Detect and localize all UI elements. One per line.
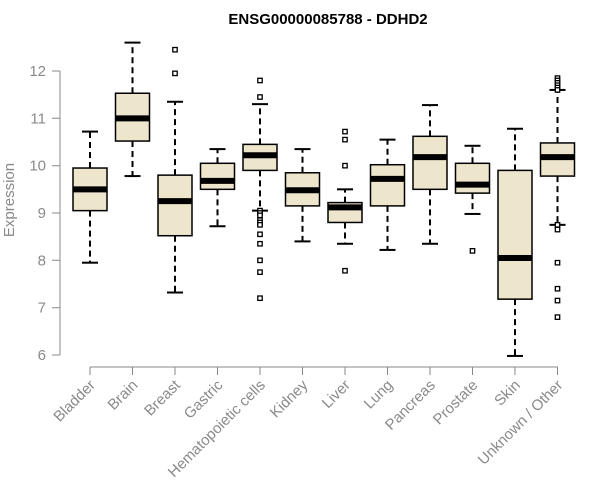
y-tick-label: 8 [38, 252, 46, 269]
box-group [242, 77, 278, 302]
outlier-point [257, 221, 263, 228]
outlier-point [257, 269, 263, 276]
y-tick-labels: 6 7 8 9 10 11 12 [29, 63, 46, 364]
box-group [412, 104, 448, 245]
outlier-point [257, 231, 263, 238]
y-tick-label: 9 [38, 205, 46, 222]
outlier-point [554, 226, 561, 233]
box-iqr [369, 163, 406, 207]
outlier-point [257, 257, 263, 264]
box-iqr [157, 174, 193, 237]
outlier-point [257, 240, 263, 247]
box-group [72, 130, 108, 264]
outlier-point [342, 136, 348, 143]
outlier-point [172, 70, 178, 77]
y-axis [52, 70, 61, 356]
box-group [454, 144, 491, 254]
outlier-point [257, 77, 263, 84]
y-tick-label: 6 [38, 347, 46, 364]
box-group [497, 127, 533, 357]
x-tick-label: Kidney [267, 376, 312, 421]
outlier-point [172, 46, 178, 53]
box-group [114, 41, 151, 178]
box-group [199, 148, 236, 228]
outlier-point [257, 295, 263, 302]
x-tick-label: Skin [491, 377, 524, 410]
box-iqr [497, 169, 533, 300]
x-tick-label: Brain [105, 377, 142, 414]
x-tick-label: Liver [319, 377, 354, 412]
outlier-point [342, 267, 348, 274]
outlier-point [554, 87, 561, 93]
x-tick-label: Breast [141, 376, 184, 419]
outlier-point [342, 162, 348, 169]
outlier-point [554, 314, 561, 320]
box-group [369, 138, 406, 251]
outlier-point [257, 94, 263, 100]
outlier-point [554, 221, 561, 228]
box-iqr [199, 162, 236, 191]
box-iqr [454, 162, 491, 194]
x-tick-label: Lung [361, 377, 397, 413]
y-tick-label: 11 [30, 110, 46, 127]
y-tick-label: 12 [29, 63, 46, 80]
outlier-point [342, 128, 348, 135]
x-tick-label: Bladder [50, 377, 99, 426]
box-iqr [412, 135, 448, 191]
outlier-point [257, 212, 263, 219]
y-tick-label: 10 [29, 158, 46, 175]
box-group [539, 75, 576, 320]
chart-title: ENSG00000085788 - DDHD2 [228, 11, 427, 28]
box-group [327, 128, 363, 274]
x-axis [89, 366, 558, 375]
outlier-point [554, 297, 561, 304]
outlier-point [469, 248, 476, 254]
box-series [72, 41, 576, 357]
box-group [157, 46, 193, 294]
outlier-point [554, 259, 561, 266]
box-group [284, 148, 321, 243]
outlier-point [554, 285, 561, 292]
y-axis-label: Expression [1, 163, 18, 237]
y-tick-label: 7 [38, 300, 46, 317]
x-tick-label: Prostate [430, 377, 482, 429]
